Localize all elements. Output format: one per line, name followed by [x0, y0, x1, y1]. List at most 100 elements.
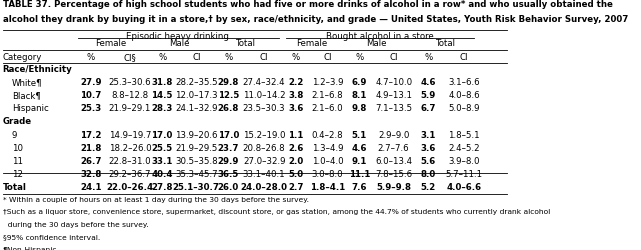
- Text: 4.7–10.0: 4.7–10.0: [375, 78, 412, 87]
- Text: 14.5: 14.5: [151, 91, 173, 100]
- Text: %: %: [292, 53, 300, 62]
- Text: 24.1: 24.1: [80, 184, 101, 192]
- Text: CI: CI: [389, 53, 398, 62]
- Text: 33.1: 33.1: [151, 157, 173, 166]
- Text: 3.6: 3.6: [420, 144, 436, 153]
- Text: 5.0–8.9: 5.0–8.9: [448, 104, 479, 113]
- Text: 24.1–32.9: 24.1–32.9: [175, 104, 217, 113]
- Text: 1.2–3.9: 1.2–3.9: [312, 78, 343, 87]
- Text: 2.2: 2.2: [288, 78, 303, 87]
- Text: CI: CI: [460, 53, 469, 62]
- Text: 35.3–45.7: 35.3–45.7: [175, 170, 218, 179]
- Text: 20.8–26.8: 20.8–26.8: [243, 144, 285, 153]
- Text: %: %: [224, 53, 233, 62]
- Text: 1.1: 1.1: [288, 130, 303, 140]
- Text: 26.7: 26.7: [80, 157, 101, 166]
- Text: 40.4: 40.4: [151, 170, 173, 179]
- Text: §95% confidence interval.: §95% confidence interval.: [3, 234, 100, 240]
- Text: Female: Female: [296, 39, 327, 48]
- Text: 17.2: 17.2: [80, 130, 101, 140]
- Text: ¶Non-Hispanic.: ¶Non-Hispanic.: [3, 247, 60, 250]
- Text: 4.0–6.6: 4.0–6.6: [447, 184, 481, 192]
- Text: 1.8–4.1: 1.8–4.1: [310, 184, 345, 192]
- Text: 22.0–26.4: 22.0–26.4: [106, 184, 154, 192]
- Text: 17.0: 17.0: [151, 130, 173, 140]
- Text: 15.2–19.0: 15.2–19.0: [243, 130, 285, 140]
- Text: 1.0–4.0: 1.0–4.0: [312, 157, 343, 166]
- Text: 2.4–5.2: 2.4–5.2: [448, 144, 480, 153]
- Text: 2.7: 2.7: [288, 184, 303, 192]
- Text: 25.1–30.7: 25.1–30.7: [173, 184, 220, 192]
- Text: 17.0: 17.0: [218, 130, 239, 140]
- Text: 6.9: 6.9: [352, 78, 367, 87]
- Text: 30.5–35.8: 30.5–35.8: [175, 157, 218, 166]
- Text: Black¶: Black¶: [12, 91, 40, 100]
- Text: 6.7: 6.7: [420, 104, 436, 113]
- Text: 10: 10: [12, 144, 22, 153]
- Text: 3.1–6.6: 3.1–6.6: [448, 78, 480, 87]
- Text: 26.0: 26.0: [218, 184, 239, 192]
- Text: 4.0–8.6: 4.0–8.6: [448, 91, 480, 100]
- Text: 29.2–36.7: 29.2–36.7: [109, 170, 151, 179]
- Text: 11.0–14.2: 11.0–14.2: [243, 91, 285, 100]
- Text: 22.8–31.0: 22.8–31.0: [109, 157, 151, 166]
- Text: 8.8–12.8: 8.8–12.8: [112, 91, 149, 100]
- Text: Grade: Grade: [3, 118, 31, 126]
- Text: during the 30 days before the survey.: during the 30 days before the survey.: [3, 222, 148, 228]
- Text: CI: CI: [260, 53, 269, 62]
- Text: 23.5–30.3: 23.5–30.3: [243, 104, 285, 113]
- Text: 5.9: 5.9: [420, 91, 436, 100]
- Text: 25.3: 25.3: [80, 104, 101, 113]
- Text: 3.8: 3.8: [288, 91, 303, 100]
- Text: 2.0: 2.0: [288, 157, 303, 166]
- Text: 5.2: 5.2: [420, 184, 436, 192]
- Text: 5.0: 5.0: [288, 170, 303, 179]
- Text: alcohol they drank by buying it in a store,† by sex, race/ethnicity, and grade —: alcohol they drank by buying it in a sto…: [3, 15, 628, 24]
- Text: 6.0–13.4: 6.0–13.4: [375, 157, 412, 166]
- Text: 2.1–6.0: 2.1–6.0: [312, 104, 343, 113]
- Text: 8.1: 8.1: [352, 91, 367, 100]
- Text: 11: 11: [12, 157, 22, 166]
- Text: 2.7–7.6: 2.7–7.6: [378, 144, 410, 153]
- Text: 5.7–11.1: 5.7–11.1: [445, 170, 483, 179]
- Text: 2.6: 2.6: [288, 144, 303, 153]
- Text: White¶: White¶: [12, 78, 42, 87]
- Text: 12: 12: [12, 170, 22, 179]
- Text: 27.8: 27.8: [151, 184, 173, 192]
- Text: 32.8: 32.8: [80, 170, 101, 179]
- Text: 11.1: 11.1: [349, 170, 370, 179]
- Text: CI: CI: [323, 53, 331, 62]
- Text: 26.8: 26.8: [218, 104, 239, 113]
- Text: 13.9–20.6: 13.9–20.6: [175, 130, 217, 140]
- Text: 1.8–5.1: 1.8–5.1: [448, 130, 480, 140]
- Text: 3.0–8.0: 3.0–8.0: [312, 170, 343, 179]
- Text: 24.0–28.0: 24.0–28.0: [240, 184, 288, 192]
- Text: Male: Male: [366, 39, 387, 48]
- Text: Race/Ethnicity: Race/Ethnicity: [3, 64, 72, 74]
- Text: 27.9: 27.9: [80, 78, 101, 87]
- Text: * Within a couple of hours on at least 1 day during the 30 days before the surve: * Within a couple of hours on at least 1…: [3, 197, 308, 203]
- Text: 9.1: 9.1: [352, 157, 367, 166]
- Text: 29.8: 29.8: [218, 78, 239, 87]
- Text: 4.9–13.1: 4.9–13.1: [375, 91, 412, 100]
- Text: 9.8: 9.8: [352, 104, 367, 113]
- Text: 23.7: 23.7: [218, 144, 239, 153]
- Text: 29.9: 29.9: [218, 157, 239, 166]
- Text: Bought alcohol in a store: Bought alcohol in a store: [326, 32, 434, 41]
- Text: CI: CI: [192, 53, 201, 62]
- Text: TABLE 37. Percentage of high school students who had five or more drinks of alco: TABLE 37. Percentage of high school stud…: [3, 0, 612, 10]
- Text: Female: Female: [95, 39, 126, 48]
- Text: 12.5: 12.5: [218, 91, 239, 100]
- Text: 27.0–32.9: 27.0–32.9: [243, 157, 285, 166]
- Text: 5.1: 5.1: [352, 130, 367, 140]
- Text: 3.9–8.0: 3.9–8.0: [448, 157, 479, 166]
- Text: 10.7: 10.7: [80, 91, 101, 100]
- Text: %: %: [424, 53, 433, 62]
- Text: %: %: [87, 53, 95, 62]
- Text: 9: 9: [12, 130, 17, 140]
- Text: 0.4–2.8: 0.4–2.8: [312, 130, 343, 140]
- Text: 1.3–4.9: 1.3–4.9: [312, 144, 343, 153]
- Text: Total: Total: [436, 39, 456, 48]
- Text: 3.6: 3.6: [288, 104, 303, 113]
- Text: Episodic heavy drinking: Episodic heavy drinking: [126, 32, 229, 41]
